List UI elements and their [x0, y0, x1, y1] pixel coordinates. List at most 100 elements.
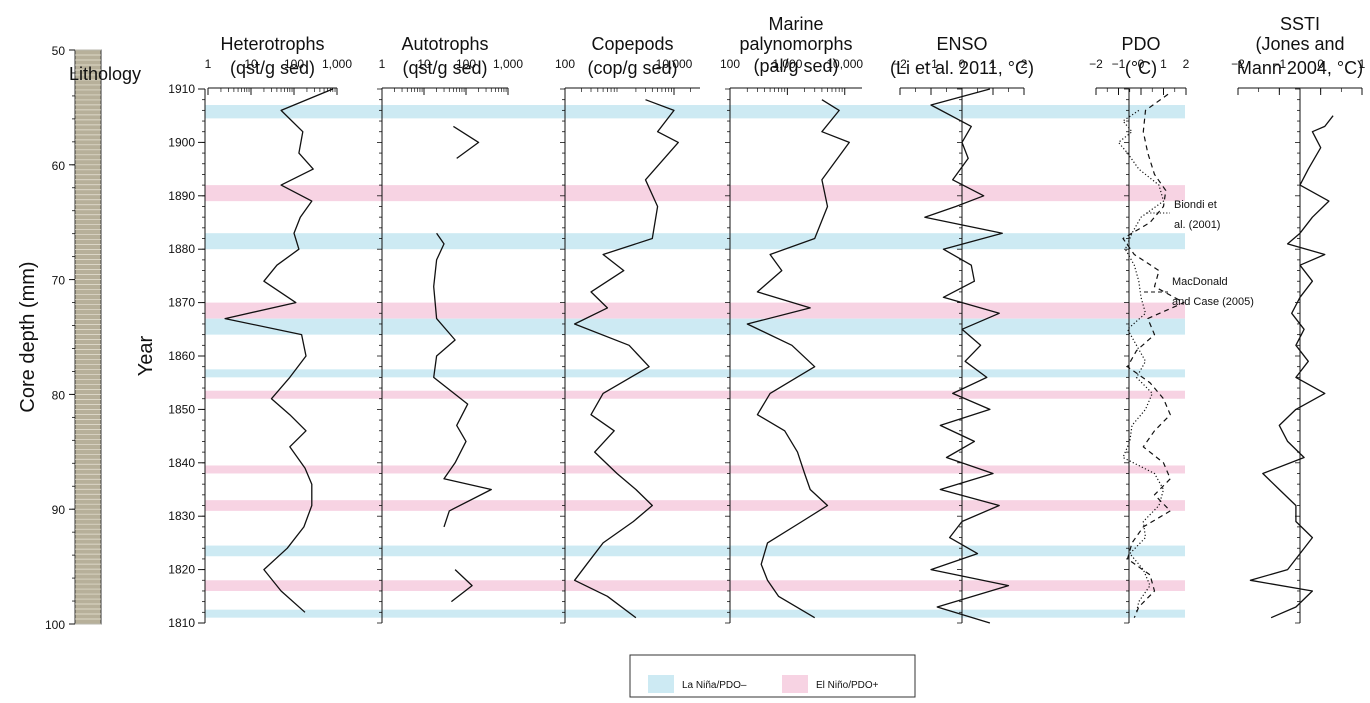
year-tick-label: 1850 [168, 402, 195, 416]
year-axis-label: Year [135, 335, 157, 376]
x-tick-label-enso: 0 [959, 57, 966, 71]
year-tick-label: 1860 [168, 349, 195, 363]
panel-title-palynomorphs: palynomorphs [739, 34, 852, 54]
panel-title-palynomorphs: (pal/g sed) [753, 56, 838, 76]
year-tick-label: 1910 [168, 82, 195, 96]
year-tick-label: 1870 [168, 296, 195, 310]
series-line-pdo-1 [1122, 93, 1185, 618]
depth-tick-label: 60 [52, 159, 66, 173]
band-la_nina [205, 105, 1185, 119]
band-el_nino [205, 500, 1185, 511]
annotation-text: MacDonald [1172, 276, 1228, 288]
series-line-heterotrophs-0 [224, 88, 334, 613]
depth-axis-label: Core depth (mm) [17, 261, 39, 412]
x-tick-label-autotrophs: 10 [417, 57, 431, 71]
x-tick-label-ssti: 0 [1317, 57, 1324, 71]
x-tick-label-autotrophs: 100 [456, 57, 476, 71]
legend-box [629, 654, 916, 698]
band-la_nina [205, 545, 1185, 557]
panel-title-enso: ENSO [936, 34, 987, 54]
band-el_nino [205, 185, 1185, 202]
depth-tick-label: 50 [52, 44, 66, 58]
panel-title-enso: (Li et al. 2011, °C) [890, 58, 1034, 78]
panel-title-ssti: Mann 2004, °C) [1237, 58, 1363, 78]
x-tick-label-enso: −1 [924, 57, 938, 71]
legend-swatch-la-nina [648, 675, 674, 693]
x-tick-label-pdo: −2 [1089, 57, 1103, 71]
legend: La Niña/PDO– El Niño/PDO+ [629, 654, 916, 698]
series-line-autotrophs-1 [433, 232, 492, 528]
band-la_nina [205, 233, 1185, 250]
x-tick-label-pdo: 2 [1183, 57, 1190, 71]
panel-title-ssti: SSTI [1280, 14, 1320, 34]
band-la_nina [205, 609, 1185, 618]
x-tick-label-copepods: 10,000 [656, 57, 693, 71]
series-line-autotrophs-2 [451, 569, 473, 603]
x-tick-label-palynomorphs: 1,000 [772, 57, 802, 71]
series-line-ssti-0 [1249, 115, 1334, 619]
band-la_nina [205, 369, 1185, 378]
annotation-text: al. (2001) [1174, 219, 1220, 231]
x-tick-label-enso: 1 [990, 57, 997, 71]
year-tick-label: 1900 [168, 135, 195, 149]
year-tick-label: 1890 [168, 189, 195, 203]
panel-title-autotrophs: (qst/g sed) [402, 58, 487, 78]
x-tick-label-pdo: 0 [1138, 57, 1145, 71]
x-tick-label-heterotrophs: 10 [244, 57, 258, 71]
panel-title-ssti: (Jones and [1255, 34, 1344, 54]
lithology-column-box [74, 49, 102, 625]
x-tick-label-heterotrophs: 1 [205, 57, 212, 71]
x-tick-label-enso: 2 [1021, 57, 1028, 71]
series-line-autotrophs-0 [453, 125, 480, 159]
panel-title-copepods: (cop/g sed) [587, 58, 677, 78]
series-line-copepods-0 [573, 99, 679, 619]
series [224, 88, 1334, 624]
depth-tick-label: 90 [52, 503, 66, 517]
panel-title-pdo: PDO [1121, 34, 1160, 54]
legend-label-la-nina: La Niña/PDO– [682, 680, 747, 691]
x-tick-label-heterotrophs: 1,000 [322, 57, 352, 71]
depth-tick-label: 70 [52, 274, 66, 288]
depth-tick-label: 80 [52, 388, 66, 402]
series-line-palynomorphs-0 [746, 99, 850, 619]
x-tick-label-autotrophs: 1 [379, 57, 386, 71]
x-tick-label-autotrophs: 1,000 [493, 57, 523, 71]
climate-bands [205, 105, 1185, 618]
x-tick-label-enso: −2 [893, 57, 907, 71]
band-la_nina [205, 318, 1185, 335]
band-el_nino [205, 390, 1185, 399]
band-el_nino [205, 302, 1185, 319]
panel-title-heterotrophs: (qst/g sed) [230, 58, 315, 78]
panel-title-pdo: (°C) [1125, 58, 1157, 78]
year-tick-label: 1840 [168, 456, 195, 470]
band-el_nino [205, 465, 1185, 474]
panel-title-autotrophs: Autotrophs [401, 34, 488, 54]
annotation-text: and Case (2005) [1172, 296, 1254, 308]
x-tick-label-ssti: 1 [1359, 57, 1366, 71]
x-tick-label-palynomorphs: 100 [720, 57, 740, 71]
year-tick-label: 1880 [168, 242, 195, 256]
annotation-text: Biondi et [1174, 199, 1217, 211]
x-tick-label-palynomorphs: 10,000 [826, 57, 863, 71]
year-tick-label: 1820 [168, 563, 195, 577]
depth-tick-label: 100 [45, 618, 65, 632]
legend-label-el-nino: El Niño/PDO+ [816, 680, 879, 691]
x-tick-label-ssti: −2 [1231, 57, 1245, 71]
x-tick-label-copepods: 100 [555, 57, 575, 71]
lithology-label: Lithology [69, 64, 141, 84]
axes [69, 49, 1363, 625]
band-el_nino [205, 580, 1185, 591]
year-tick-label: 1810 [168, 616, 195, 630]
year-tick-label: 1830 [168, 509, 195, 523]
legend-swatch-el-nino [782, 675, 808, 693]
lithology-column [74, 49, 102, 625]
series-line-enso-0 [924, 88, 1010, 624]
x-tick-label-pdo: −1 [1112, 57, 1126, 71]
x-tick-label-heterotrophs: 100 [284, 57, 304, 71]
x-tick-label-pdo: 1 [1160, 57, 1167, 71]
x-tick-label-ssti: −1 [1272, 57, 1286, 71]
panel-title-palynomorphs: Marine [768, 14, 823, 34]
panel-title-heterotrophs: Heterotrophs [220, 34, 324, 54]
